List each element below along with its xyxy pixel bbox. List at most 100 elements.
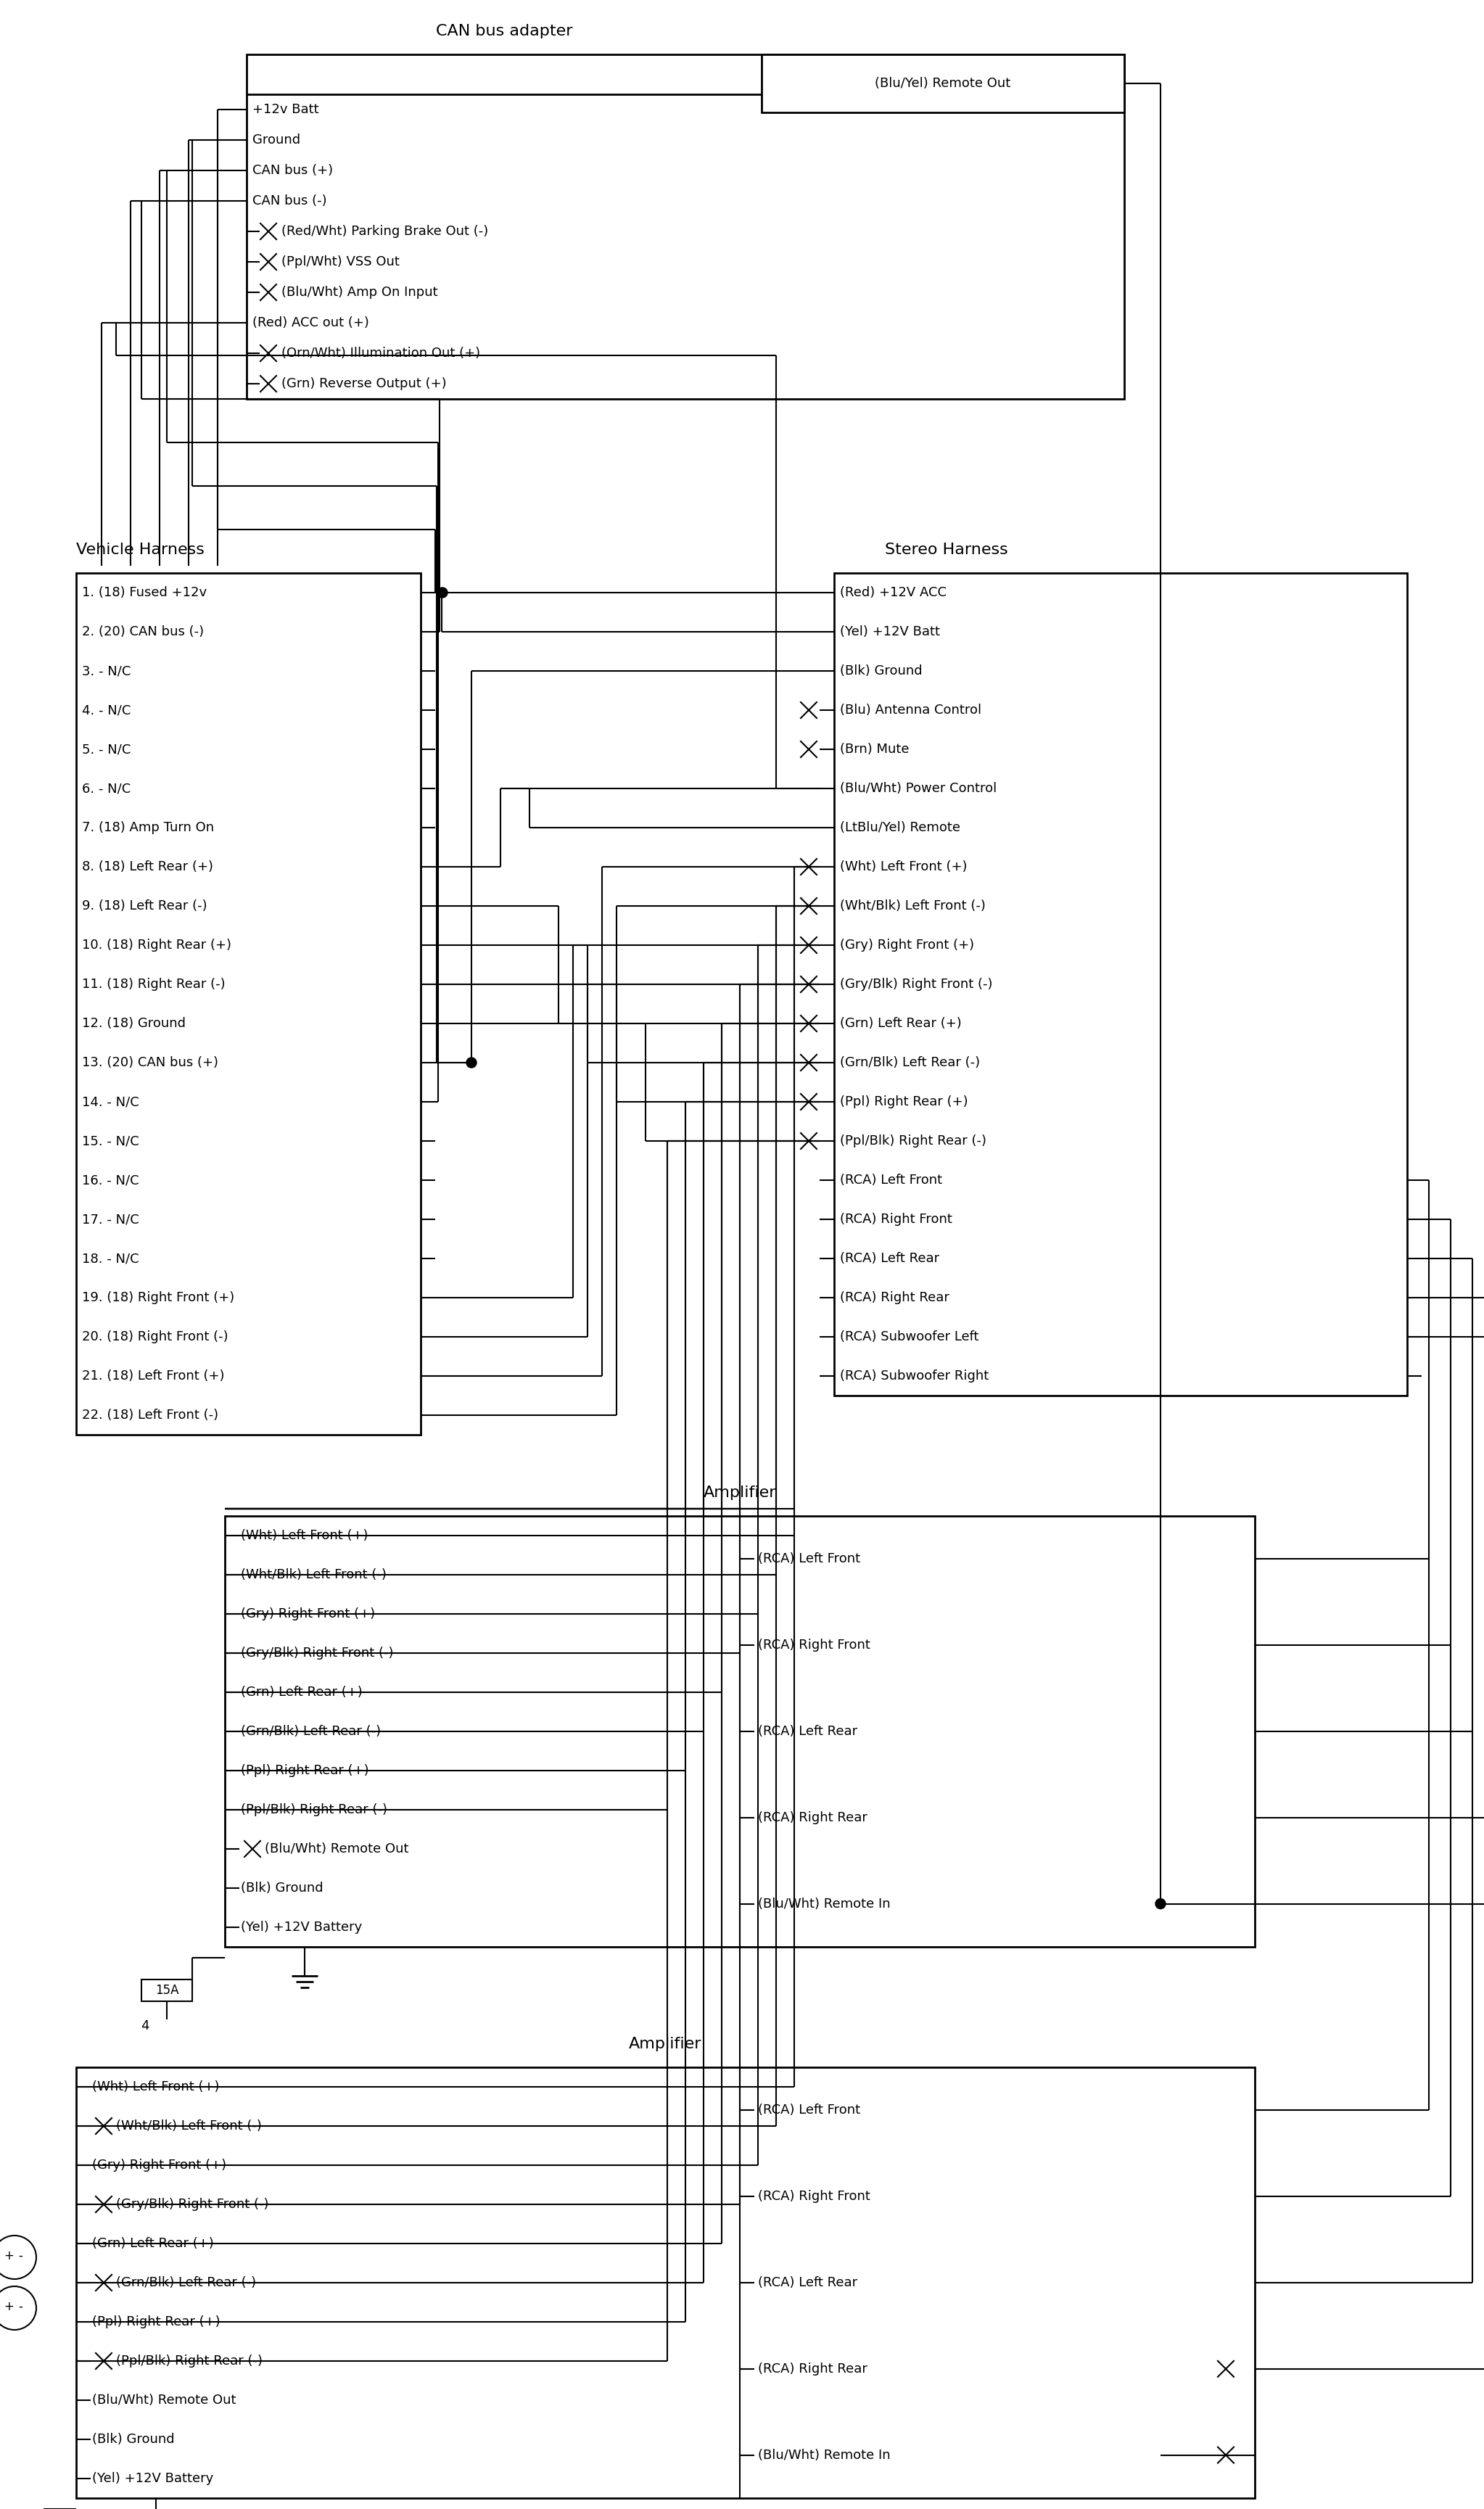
Text: (Grn) Reverse Output (+): (Grn) Reverse Output (+) xyxy=(282,376,447,391)
Text: (Blu/Wht) Remote Out: (Blu/Wht) Remote Out xyxy=(92,2394,236,2406)
Text: (Gry) Right Front (+): (Gry) Right Front (+) xyxy=(92,2158,227,2173)
Circle shape xyxy=(1156,1899,1165,1909)
Text: (Blu/Wht) Remote In: (Blu/Wht) Remote In xyxy=(758,1897,890,1909)
Bar xyxy=(76,572,420,1435)
Bar xyxy=(834,572,1407,1395)
Text: (Grn) Left Rear (+): (Grn) Left Rear (+) xyxy=(840,1016,962,1031)
Text: (Blk) Ground: (Blk) Ground xyxy=(840,665,923,677)
Text: (Blu/Wht) Power Control: (Blu/Wht) Power Control xyxy=(840,783,997,795)
Text: (Ppl) Right Rear (+): (Ppl) Right Rear (+) xyxy=(240,1764,370,1776)
Text: Ground: Ground xyxy=(252,133,300,146)
Bar xyxy=(761,55,1125,113)
Text: +: + xyxy=(3,2251,13,2263)
Text: 17. - N/C: 17. - N/C xyxy=(82,1212,139,1227)
Text: (Grn/Blk) Left Rear (-): (Grn/Blk) Left Rear (-) xyxy=(840,1056,979,1069)
Text: 11. (18) Right Rear (-): 11. (18) Right Rear (-) xyxy=(82,979,226,991)
Text: (RCA) Subwoofer Right: (RCA) Subwoofer Right xyxy=(840,1370,988,1382)
Text: 15A: 15A xyxy=(154,1985,178,1997)
Text: +12v Batt: +12v Batt xyxy=(252,103,319,115)
Text: (Ppl/Wht) VSS Out: (Ppl/Wht) VSS Out xyxy=(282,256,399,268)
Text: (Blu) Antenna Control: (Blu) Antenna Control xyxy=(840,703,981,718)
Text: (Gry) Right Front (+): (Gry) Right Front (+) xyxy=(240,1608,375,1621)
Text: (Gry/Blk) Right Front (-): (Gry/Blk) Right Front (-) xyxy=(240,1646,393,1658)
Bar xyxy=(141,1980,193,2002)
Text: -: - xyxy=(18,2251,22,2263)
Bar xyxy=(226,1515,1255,1947)
Text: (RCA) Left Rear: (RCA) Left Rear xyxy=(758,1724,858,1739)
Text: (RCA) Subwoofer Left: (RCA) Subwoofer Left xyxy=(840,1330,979,1342)
Text: (Gry) Right Front (+): (Gry) Right Front (+) xyxy=(840,938,974,951)
Text: (Ppl) Right Rear (+): (Ppl) Right Rear (+) xyxy=(840,1096,968,1109)
Text: (Blu/Yel) Remote Out: (Blu/Yel) Remote Out xyxy=(876,78,1011,90)
Text: (Grn/Blk) Left Rear (-): (Grn/Blk) Left Rear (-) xyxy=(240,1724,381,1739)
Text: (RCA) Right Front: (RCA) Right Front xyxy=(758,2190,870,2203)
Text: (Blu/Wht) Amp On Input: (Blu/Wht) Amp On Input xyxy=(282,286,438,299)
Bar xyxy=(76,2067,1255,2499)
Text: CAN bus adapter: CAN bus adapter xyxy=(436,25,573,38)
Text: 16. - N/C: 16. - N/C xyxy=(82,1174,139,1187)
Text: (RCA) Right Rear: (RCA) Right Rear xyxy=(840,1292,950,1305)
Text: (Yel) +12V Battery: (Yel) +12V Battery xyxy=(92,2471,214,2484)
Text: Amplifier: Amplifier xyxy=(703,1485,776,1500)
Text: 1. (18) Fused +12v: 1. (18) Fused +12v xyxy=(82,587,206,600)
Text: (Brn) Mute: (Brn) Mute xyxy=(840,743,910,755)
Text: (RCA) Left Rear: (RCA) Left Rear xyxy=(758,2276,858,2288)
Text: 9. (18) Left Rear (-): 9. (18) Left Rear (-) xyxy=(82,898,208,913)
Text: (Ppl) Right Rear (+): (Ppl) Right Rear (+) xyxy=(92,2316,220,2328)
Text: 7. (18) Amp Turn On: 7. (18) Amp Turn On xyxy=(82,820,214,833)
Text: (Blk) Ground: (Blk) Ground xyxy=(92,2434,175,2446)
Text: (Wht) Left Front (+): (Wht) Left Front (+) xyxy=(840,861,968,873)
Text: (RCA) Right Front: (RCA) Right Front xyxy=(758,1638,870,1651)
Text: (Red) +12V ACC: (Red) +12V ACC xyxy=(840,587,947,600)
Text: (Wht) Left Front (+): (Wht) Left Front (+) xyxy=(240,1528,368,1543)
Text: 20. (18) Right Front (-): 20. (18) Right Front (-) xyxy=(82,1330,229,1342)
Text: (RCA) Left Front: (RCA) Left Front xyxy=(758,1553,861,1566)
Text: (Gry/Blk) Right Front (-): (Gry/Blk) Right Front (-) xyxy=(116,2198,269,2210)
Text: 21. (18) Left Front (+): 21. (18) Left Front (+) xyxy=(82,1370,224,1382)
Text: (RCA) Right Rear: (RCA) Right Rear xyxy=(758,1811,867,1824)
Text: (Ppl/Blk) Right Rear (-): (Ppl/Blk) Right Rear (-) xyxy=(840,1134,987,1147)
Text: 4. - N/C: 4. - N/C xyxy=(82,703,131,718)
Text: (Yel) +12V Battery: (Yel) +12V Battery xyxy=(240,1922,362,1934)
Text: (Ppl/Blk) Right Rear (-): (Ppl/Blk) Right Rear (-) xyxy=(240,1804,387,1817)
Circle shape xyxy=(466,1059,476,1069)
Text: (Wht/Blk) Left Front (-): (Wht/Blk) Left Front (-) xyxy=(840,898,985,913)
Text: 8. (18) Left Rear (+): 8. (18) Left Rear (+) xyxy=(82,861,214,873)
Text: 18. - N/C: 18. - N/C xyxy=(82,1252,139,1265)
Text: 13. (20) CAN bus (+): 13. (20) CAN bus (+) xyxy=(82,1056,218,1069)
Text: (Gry/Blk) Right Front (-): (Gry/Blk) Right Front (-) xyxy=(840,979,993,991)
Text: 2. (20) CAN bus (-): 2. (20) CAN bus (-) xyxy=(82,625,203,637)
Text: 6. - N/C: 6. - N/C xyxy=(82,783,131,795)
Text: 14. - N/C: 14. - N/C xyxy=(82,1096,139,1109)
Text: (RCA) Right Rear: (RCA) Right Rear xyxy=(758,2363,867,2376)
Text: CAN bus (+): CAN bus (+) xyxy=(252,163,332,178)
Text: 5. - N/C: 5. - N/C xyxy=(82,743,131,755)
Text: (RCA) Right Front: (RCA) Right Front xyxy=(840,1212,953,1227)
Text: (Blu/Wht) Remote In: (Blu/Wht) Remote In xyxy=(758,2449,890,2461)
Text: 19. (18) Right Front (+): 19. (18) Right Front (+) xyxy=(82,1292,234,1305)
Text: 10. (18) Right Rear (+): 10. (18) Right Rear (+) xyxy=(82,938,232,951)
Circle shape xyxy=(438,587,448,597)
Text: 15. - N/C: 15. - N/C xyxy=(82,1134,139,1147)
Text: (RCA) Left Front: (RCA) Left Front xyxy=(758,2105,861,2118)
Text: (Grn/Blk) Left Rear (-): (Grn/Blk) Left Rear (-) xyxy=(116,2276,257,2288)
Text: (RCA) Left Front: (RCA) Left Front xyxy=(840,1174,942,1187)
Text: +: + xyxy=(3,2301,13,2313)
Text: (Red) ACC out (+): (Red) ACC out (+) xyxy=(252,316,370,329)
Text: (Yel) +12V Batt: (Yel) +12V Batt xyxy=(840,625,939,637)
Text: (Blu/Wht) Remote Out: (Blu/Wht) Remote Out xyxy=(264,1842,408,1857)
Text: (Orn/Wht) Illumination Out (+): (Orn/Wht) Illumination Out (+) xyxy=(282,346,481,359)
Text: (Wht/Blk) Left Front (-): (Wht/Blk) Left Front (-) xyxy=(116,2120,261,2133)
Text: CAN bus (-): CAN bus (-) xyxy=(252,193,326,208)
Text: -: - xyxy=(18,2301,22,2313)
Text: (Blk) Ground: (Blk) Ground xyxy=(240,1882,324,1894)
Text: 4: 4 xyxy=(141,2020,150,2032)
Text: 12. (18) Ground: 12. (18) Ground xyxy=(82,1016,186,1031)
Text: 22. (18) Left Front (-): 22. (18) Left Front (-) xyxy=(82,1408,218,1423)
Text: 3. - N/C: 3. - N/C xyxy=(82,665,131,677)
Text: (RCA) Left Rear: (RCA) Left Rear xyxy=(840,1252,939,1265)
Text: (Grn) Left Rear (+): (Grn) Left Rear (+) xyxy=(240,1686,362,1699)
Text: (LtBlu/Yel) Remote: (LtBlu/Yel) Remote xyxy=(840,820,960,833)
Text: (Grn) Left Rear (+): (Grn) Left Rear (+) xyxy=(92,2238,214,2251)
Text: (Red/Wht) Parking Brake Out (-): (Red/Wht) Parking Brake Out (-) xyxy=(282,226,488,238)
